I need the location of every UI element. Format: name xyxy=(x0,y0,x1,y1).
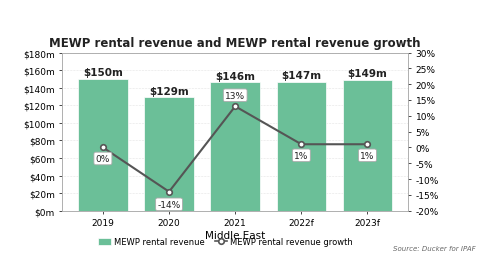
Title: MEWP rental revenue and MEWP rental revenue growth: MEWP rental revenue and MEWP rental reve… xyxy=(49,37,421,50)
Bar xyxy=(78,80,128,211)
Legend: MEWP rental revenue, MEWP rental revenue growth: MEWP rental revenue, MEWP rental revenue… xyxy=(95,234,357,250)
Text: $150m: $150m xyxy=(83,68,123,78)
Text: 13%: 13% xyxy=(225,91,245,100)
Text: $147m: $147m xyxy=(281,71,322,81)
Bar xyxy=(210,83,260,211)
Bar xyxy=(144,98,194,211)
Text: -14%: -14% xyxy=(157,200,180,209)
Bar xyxy=(343,81,392,211)
X-axis label: Middle East: Middle East xyxy=(205,230,265,240)
Text: 1%: 1% xyxy=(360,151,375,160)
Text: $129m: $129m xyxy=(149,86,189,96)
Text: Source: Ducker for IPAF: Source: Ducker for IPAF xyxy=(393,245,475,251)
Text: $149m: $149m xyxy=(348,69,387,79)
Text: 1%: 1% xyxy=(294,151,309,160)
Text: 0%: 0% xyxy=(96,154,110,163)
Text: $146m: $146m xyxy=(215,71,255,81)
Bar xyxy=(276,82,326,211)
